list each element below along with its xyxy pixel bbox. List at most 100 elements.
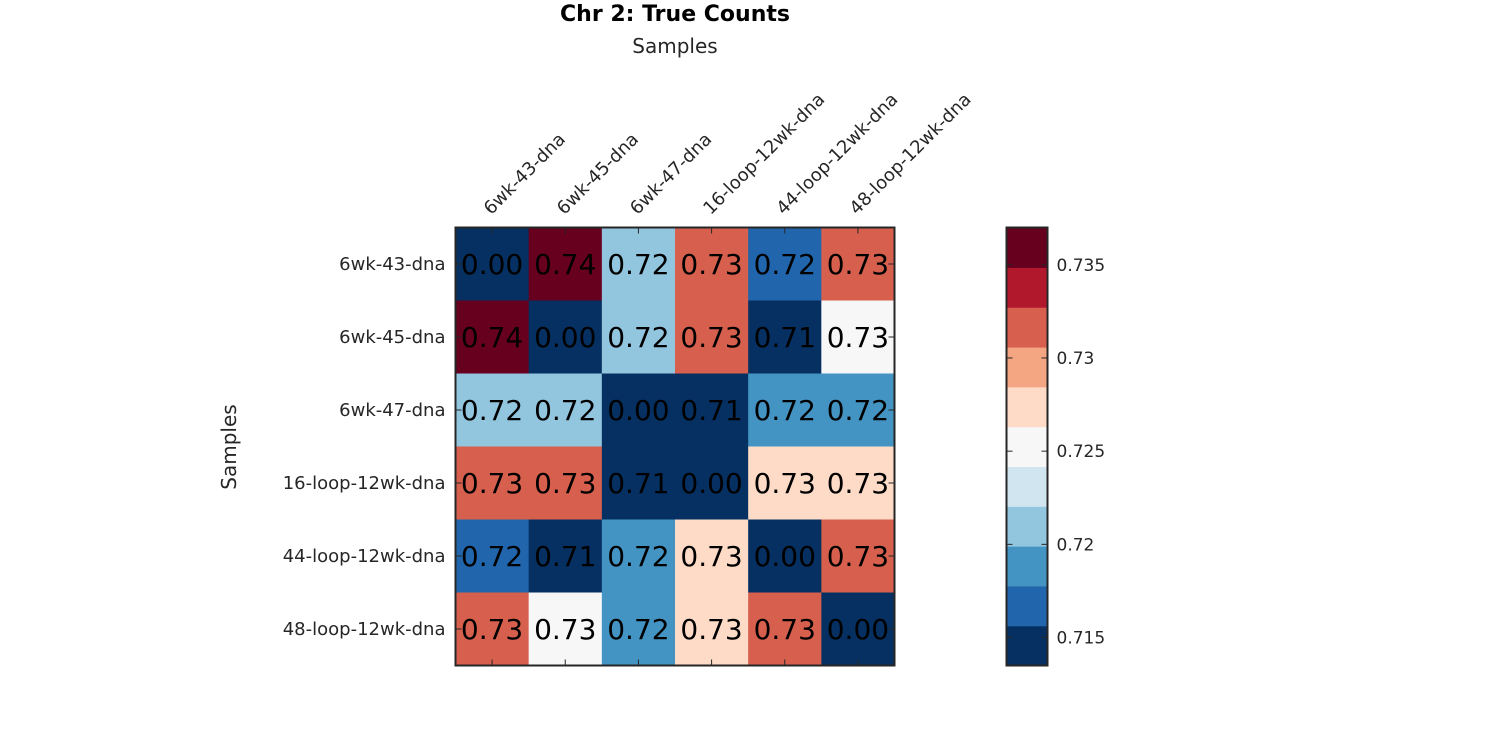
x-tick-label: 48-loop-12wk-dna: [846, 89, 976, 219]
cell-value-label: 0.00: [680, 467, 742, 500]
heatmap-cell: [748, 446, 822, 521]
heatmap-cell: [528, 446, 603, 521]
colorbar-tick-label: 0.715: [1057, 629, 1106, 649]
cell-value-label: 0.71: [607, 467, 669, 500]
cell-value-label: 0.00: [461, 248, 523, 281]
heatmap-cell: [601, 446, 676, 521]
colorbar-frame: [1005, 226, 1049, 667]
heatmap-cells: [455, 227, 896, 667]
heatmap-cell: [821, 519, 896, 594]
colorbar: [1005, 226, 1049, 667]
heatmap-cell: [455, 373, 530, 448]
colorbar-segment: [1006, 546, 1048, 587]
cell-value-label: 0.71: [754, 321, 816, 354]
heatmap-cell: [675, 446, 749, 521]
chart-title: Chr 2: True Counts: [560, 2, 790, 27]
cell-value-label: 0.00: [754, 540, 816, 573]
colorbar-segment: [1006, 466, 1048, 507]
cell-value-label: 0.72: [827, 394, 889, 427]
cell-value-label: 0.73: [461, 613, 523, 646]
cell-value-label: 0.72: [461, 394, 523, 427]
x-tick-label: 44-loop-12wk-dna: [772, 89, 902, 219]
cell-value-label: 0.71: [680, 394, 742, 427]
heatmap-cell: [601, 519, 676, 594]
heatmap-cell: [748, 519, 822, 594]
colorbar-segment: [1006, 625, 1048, 667]
colorbar-segment: [1006, 506, 1048, 547]
cell-value-label: 0.73: [680, 613, 742, 646]
colorbar-segment: [1006, 227, 1048, 268]
y-tick-label: 16-loop-12wk-dna: [283, 473, 446, 494]
cell-value-label: 0.73: [827, 248, 889, 281]
heatmap-cell: [601, 300, 676, 375]
cell-value-label: 0.00: [827, 613, 889, 646]
heatmap-cell: [748, 373, 822, 448]
x-axis-label: Samples: [632, 34, 717, 58]
cell-value-label: 0.73: [754, 467, 816, 500]
y-tick-label: 6wk-45-dna: [339, 327, 445, 348]
colorbar-tick-label: 0.725: [1057, 442, 1106, 462]
colorbar-segment: [1006, 267, 1048, 308]
cell-value-label: 0.73: [680, 321, 742, 354]
y-axis-label: Samples: [217, 404, 241, 489]
heatmap-cell: [455, 227, 530, 302]
colorbar-segment: [1006, 386, 1048, 428]
cell-value-label: 0.74: [461, 321, 523, 354]
cell-value-label: 0.72: [607, 613, 669, 646]
colorbar-segment: [1006, 585, 1048, 627]
heatmap-cell-labels: 0.00 0.74 0.72 0.73 0.72 0.73 0.74 0.00 0.72 0.73…: [461, 248, 889, 646]
heatmap-cell: [455, 592, 530, 667]
cell-value-label: 0.72: [754, 248, 816, 281]
heatmap-cell: [601, 592, 676, 667]
heatmap-cell: [528, 373, 603, 448]
cell-value-label: 0.73: [461, 467, 523, 500]
plot-frame: [454, 226, 896, 667]
heatmap-cell: [675, 373, 749, 448]
cell-value-label: 0.73: [534, 467, 596, 500]
cell-value-label: 0.73: [754, 613, 816, 646]
colorbar-segment: [1006, 346, 1048, 388]
heatmap-cell: [455, 300, 530, 375]
cell-value-label: 0.72: [754, 394, 816, 427]
cell-value-label: 0.00: [534, 321, 596, 354]
cell-value-label: 0.73: [827, 467, 889, 500]
cell-value-label: 0.71: [534, 540, 596, 573]
heatmap-cell: [675, 300, 749, 375]
heatmap-cell: [748, 300, 822, 375]
cell-value-label: 0.73: [827, 321, 889, 354]
heatmap-cell: [528, 519, 603, 594]
heatmap-cell: [675, 227, 749, 302]
cell-value-label: 0.73: [680, 540, 742, 573]
cell-value-label: 0.00: [607, 394, 669, 427]
cell-value-label: 0.73: [680, 248, 742, 281]
heatmap-cell: [528, 300, 603, 375]
heatmap-cell: [528, 227, 603, 302]
x-tick-label: 16-loop-12wk-dna: [699, 89, 829, 219]
colorbar-segment: [1006, 307, 1048, 348]
y-tick-label: 48-loop-12wk-dna: [283, 619, 446, 640]
colorbar-tick-label: 0.72: [1057, 535, 1095, 555]
cell-value-label: 0.72: [607, 540, 669, 573]
heatmap-cell: [675, 592, 749, 667]
heatmap-cell: [821, 373, 896, 448]
heatmap-cell: [455, 446, 530, 521]
cell-value-label: 0.72: [607, 248, 669, 281]
cell-value-label: 0.73: [534, 613, 596, 646]
heatmap-cell: [675, 519, 749, 594]
heatmap-cell: [528, 592, 603, 667]
heatmap-cell: [748, 227, 822, 302]
heatmap-cell: [748, 592, 822, 667]
colorbar-tick-labels: 0.715 0.72 0.725 0.73 0.735: [1006, 256, 1106, 649]
y-tick-label: 6wk-47-dna: [339, 400, 445, 421]
y-tick-label: 44-loop-12wk-dna: [283, 546, 446, 567]
heatmap-cell: [821, 300, 896, 375]
colorbar-tick-label: 0.735: [1057, 256, 1106, 276]
heatmap-cell: [821, 446, 896, 521]
colorbar-segment: [1006, 426, 1048, 468]
heatmap-cell: [455, 519, 530, 594]
heatmap-cell: [601, 227, 676, 302]
cell-value-label: 0.72: [534, 394, 596, 427]
cell-value-label: 0.73: [827, 540, 889, 573]
cell-value-label: 0.72: [607, 321, 669, 354]
heatmap-cell: [821, 227, 896, 302]
